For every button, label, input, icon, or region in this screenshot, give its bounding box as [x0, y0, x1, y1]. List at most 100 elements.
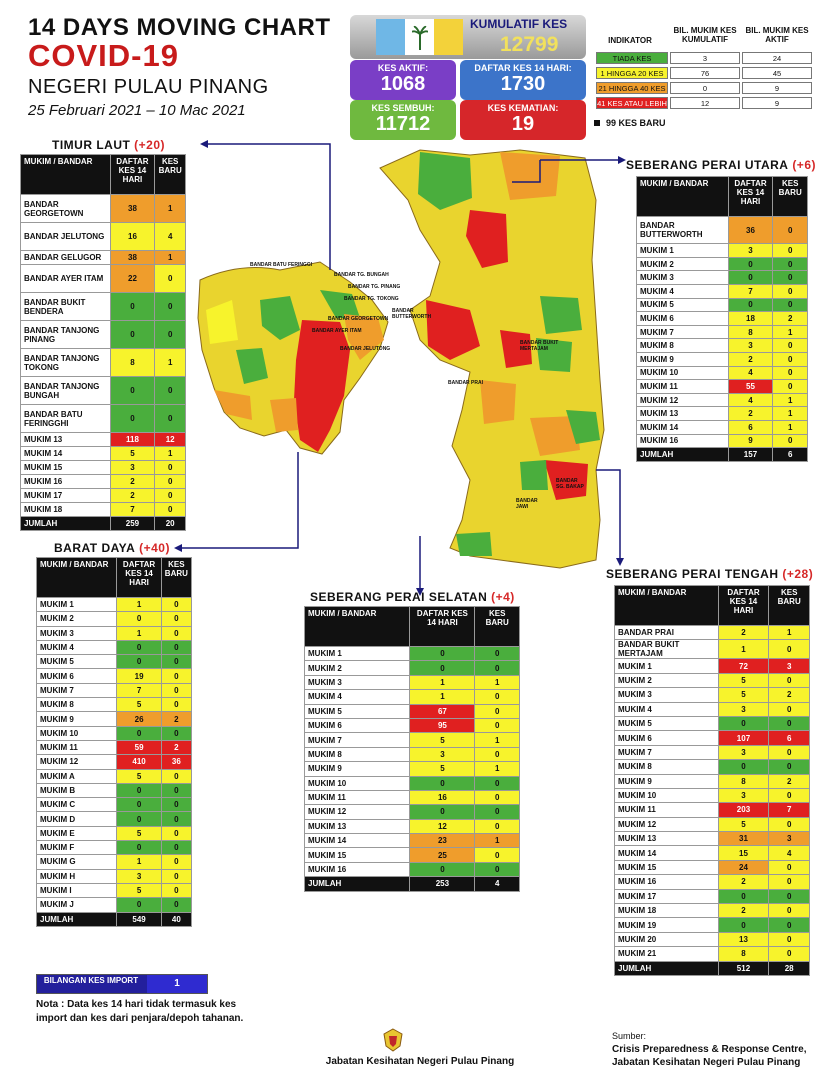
row-new: 0 — [772, 256, 808, 272]
table-row: MUKIM 13 12 0 — [303, 818, 520, 835]
row-name: MUKIM 6 — [636, 311, 729, 326]
row-14day: 3 — [717, 744, 770, 761]
row-14day: 5 — [409, 761, 476, 777]
row-new: 0 — [474, 645, 520, 662]
row-name: BANDAR BUTTERWORTH — [636, 215, 729, 245]
row-14day: 0 — [717, 759, 770, 775]
total-row: JUMLAH 259 20 — [20, 516, 186, 531]
row-name: MUKIM 7 — [35, 682, 118, 699]
table-row: BANDAR TANJONG BUNGAH 0 0 — [20, 376, 186, 405]
table-row: MUKIM 13 2 1 — [636, 406, 808, 421]
recovered-value: 11712 — [375, 113, 431, 135]
kumulatif-value: 12799 — [500, 33, 559, 56]
deaths-label: KES KEMATIAN: — [487, 103, 559, 113]
row-name: MUKIM 8 — [636, 338, 729, 353]
row-name: MUKIM 9 — [35, 711, 118, 727]
header-baru: KES BARU — [160, 557, 193, 598]
row-new: 0 — [160, 639, 193, 656]
header-baru: KES BARU — [768, 585, 810, 626]
row-new: 36 — [160, 754, 193, 770]
total-14day: 549 — [116, 911, 162, 927]
row-name: MUKIM 19 — [614, 917, 719, 933]
stat-recovered: KES SEMBUH: 11712 — [350, 100, 456, 140]
row-14day: 0 — [717, 917, 770, 933]
row-new: 0 — [160, 668, 193, 684]
row-new: 0 — [474, 746, 520, 763]
row-new: 0 — [772, 215, 808, 245]
map-label-georgetown: BANDAR GEORGETOWN — [328, 316, 389, 322]
table-row: MUKIM 16 9 0 — [636, 433, 808, 449]
timur-laut-delta: (+20) — [134, 138, 166, 152]
row-name: MUKIM 5 — [614, 715, 719, 732]
row-14day: 7 — [109, 502, 156, 517]
row-14day: 0 — [409, 775, 476, 791]
row-14day: 2 — [727, 351, 774, 367]
row-new: 0 — [160, 625, 193, 641]
row-new: 0 — [474, 717, 520, 734]
row-14day: 0 — [116, 611, 162, 627]
total-14day: 253 — [409, 876, 476, 892]
row-new: 0 — [160, 840, 193, 856]
table-row: MUKIM 18 7 0 — [20, 502, 186, 517]
row-new: 0 — [768, 759, 810, 775]
indicator-header: INDIKATOR — [608, 36, 652, 45]
spt-delta: (+28) — [782, 567, 814, 581]
total-label: JUMLAH — [636, 447, 729, 462]
table-row: MUKIM 16 0 0 — [303, 861, 520, 878]
row-14day: 16 — [409, 789, 476, 806]
row-14day: 118 — [109, 432, 156, 447]
chart-title: 14 DAYS MOVING CHART — [28, 14, 331, 41]
kumulatif-label: KUMULATIF KES — [470, 17, 568, 31]
row-name: MUKIM 4 — [636, 283, 729, 299]
row-name: MUKIM 21 — [614, 946, 719, 962]
row-new: 0 — [154, 488, 186, 503]
table-row: MUKIM 6 95 0 — [303, 717, 520, 734]
row-name: MUKIM 13 — [636, 406, 729, 421]
row-14day: 8 — [727, 324, 774, 340]
row-name: MUKIM J — [35, 897, 118, 913]
square-icon — [594, 120, 600, 126]
row-name: MUKIM 16 — [614, 874, 719, 890]
indicator-active: 9 — [742, 82, 812, 94]
indicator-label: 41 KES ATAU LEBIH — [596, 97, 668, 109]
row-name: BANDAR TANJONG PINANG — [20, 320, 111, 349]
row-14day: 55 — [727, 379, 774, 394]
row-14day: 0 — [109, 376, 156, 405]
total-new: 28 — [768, 960, 810, 976]
row-14day: 8 — [717, 773, 770, 789]
row-new: 0 — [154, 404, 186, 433]
source-line1: Crisis Preparedness & Response Centre, — [612, 1044, 807, 1055]
row-new: 0 — [768, 744, 810, 761]
row-14day: 2 — [717, 903, 770, 919]
row-new: 0 — [154, 502, 186, 517]
row-new: 2 — [768, 687, 810, 703]
table-row: MUKIM 9 26 2 — [35, 711, 193, 727]
row-name: MUKIM 10 — [614, 787, 719, 804]
row-14day: 3 — [727, 338, 774, 353]
row-14day: 4 — [727, 365, 774, 381]
row-new: 0 — [160, 882, 193, 899]
header-baru: KES BARU — [154, 154, 186, 195]
table-row: MUKIM 6 107 6 — [614, 730, 810, 746]
row-14day: 23 — [409, 833, 476, 849]
row-name: MUKIM 8 — [35, 697, 118, 713]
row-14day: 5 — [717, 816, 770, 833]
table-row: MUKIM 1 72 3 — [614, 658, 810, 674]
row-name: BANDAR GEORGETOWN — [20, 194, 111, 223]
table-row: BANDAR TANJONG TOKONG 8 1 — [20, 348, 186, 377]
row-14day: 5 — [116, 697, 162, 713]
row-new: 0 — [474, 847, 520, 863]
row-new: 0 — [768, 701, 810, 717]
row-14day: 72 — [717, 658, 770, 674]
row-14day: 19 — [116, 668, 162, 684]
row-new: 0 — [160, 768, 193, 784]
row-new: 2 — [160, 711, 193, 727]
row-14day: 36 — [727, 215, 774, 245]
row-14day: 0 — [116, 840, 162, 856]
mainland-map — [379, 149, 605, 569]
island-map — [197, 261, 389, 455]
chart-title-covid: COVID-19 — [28, 38, 179, 73]
table-row: MUKIM 11 55 0 — [636, 379, 808, 394]
